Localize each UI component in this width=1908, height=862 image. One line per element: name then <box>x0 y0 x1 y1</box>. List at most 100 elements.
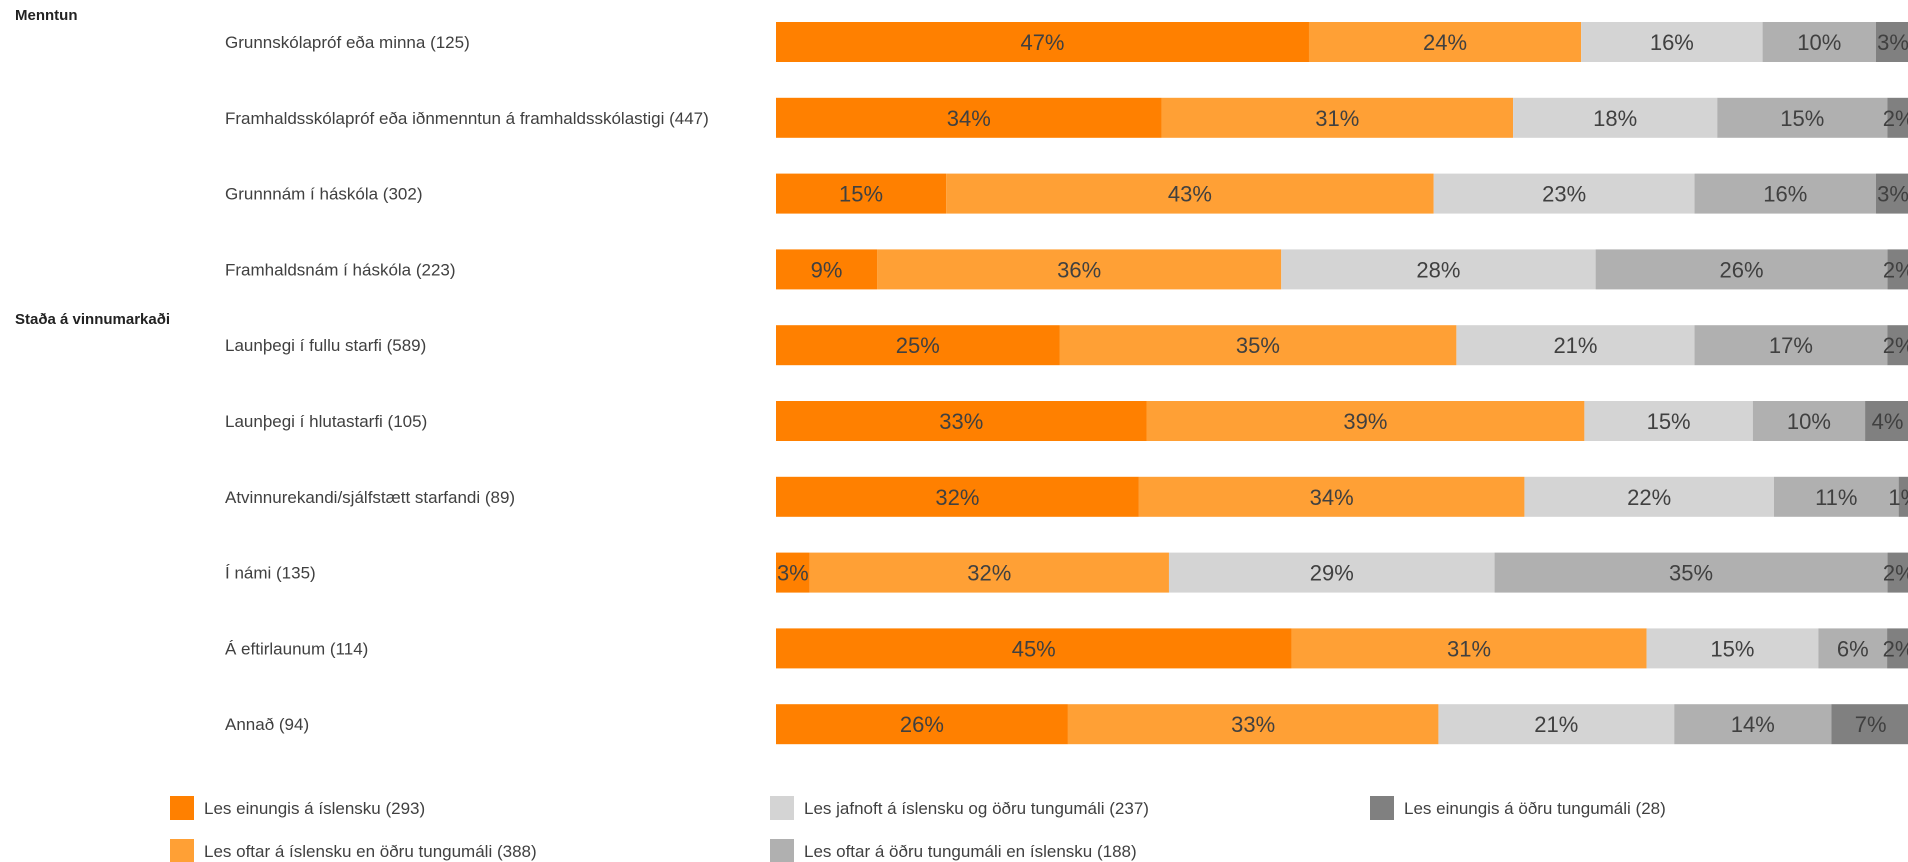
bar-segment <box>776 22 1309 62</box>
bar-segment <box>1646 628 1819 669</box>
bar-value-label: 2% <box>1883 333 1908 358</box>
bar-value-label: 2% <box>1883 636 1908 661</box>
group-label: Staða á vinnumarkaði <box>15 311 170 328</box>
bar-segment <box>776 97 1162 138</box>
bar-segment <box>776 704 1068 745</box>
bar-segment <box>1456 325 1695 366</box>
bar-segment <box>1146 401 1585 441</box>
row-label: Grunnskólapróf eða minna (125) <box>225 33 470 52</box>
bar-value-label: 28% <box>1416 257 1460 282</box>
bar-segment <box>1887 325 1908 366</box>
bar-segment <box>1067 704 1439 745</box>
bar-segment <box>1694 325 1888 366</box>
row-label: Annað (94) <box>225 715 309 734</box>
bar-value-label: 45% <box>1012 636 1056 661</box>
bar-value-label: 21% <box>1553 333 1597 358</box>
bar-value-label: 15% <box>1780 106 1824 131</box>
bar-value-label: 31% <box>1315 106 1359 131</box>
bar-segment <box>1773 476 1899 517</box>
legend-swatch <box>770 796 794 820</box>
bar-value-label: 7% <box>1855 712 1887 737</box>
bar-segment <box>1291 628 1647 669</box>
legend-label: Les einungis á öðru tungumáli (28) <box>1404 799 1666 818</box>
group-label: Menntun <box>15 7 77 24</box>
legend-label: Les oftar á öðru tungumáli en íslensku (… <box>804 842 1137 861</box>
bar-value-label: 3% <box>777 561 809 586</box>
bar-segment <box>1865 401 1908 441</box>
row-label: Launþegi í hlutastarfi (105) <box>225 412 427 431</box>
bar-segment <box>1717 97 1888 138</box>
bar-segment <box>1818 628 1888 669</box>
legend-label: Les einungis á íslensku (293) <box>204 799 425 818</box>
bar-value-label: 35% <box>1236 333 1280 358</box>
bar-value-label: 47% <box>1020 30 1064 55</box>
bar-value-label: 43% <box>1168 182 1212 207</box>
bar-segment <box>946 173 1434 214</box>
bar-segment <box>1595 249 1888 290</box>
bar-value-label: 3% <box>1877 30 1908 55</box>
bar-segment <box>1308 22 1582 62</box>
bar-segment <box>1168 552 1495 593</box>
bar-segment <box>1581 22 1763 62</box>
bar-value-label: 36% <box>1057 257 1101 282</box>
bar-value-label: 24% <box>1423 30 1467 55</box>
bar-segment <box>1887 97 1908 138</box>
bar-segment <box>1138 476 1525 517</box>
bar-segment <box>877 249 1282 290</box>
bar-value-label: 34% <box>1310 485 1354 510</box>
bar-segment <box>1898 476 1908 517</box>
bar-value-label: 15% <box>1647 409 1691 434</box>
bar-segment <box>1831 704 1908 745</box>
bar-segment <box>776 552 810 593</box>
bar-segment <box>1887 552 1908 593</box>
bar-value-label: 23% <box>1542 182 1586 207</box>
bar-segment <box>1875 173 1908 214</box>
bar-value-label: 26% <box>1720 257 1764 282</box>
bar-segment <box>1694 173 1876 214</box>
bar-segment <box>1059 325 1457 366</box>
bar-value-label: 2% <box>1883 561 1908 586</box>
bar-value-label: 10% <box>1797 30 1841 55</box>
bar-value-label: 15% <box>1710 636 1754 661</box>
bar-segment <box>809 552 1169 593</box>
bar-value-label: 32% <box>967 561 1011 586</box>
bar-value-label: 3% <box>1877 182 1908 207</box>
row-label: Launþegi í fullu starfi (589) <box>225 336 426 355</box>
row-label: Atvinnurekandi/sjálfstætt starfandi (89) <box>225 488 515 507</box>
row-label: Grunnnám í háskóla (302) <box>225 185 423 204</box>
bar-value-label: 4% <box>1872 409 1904 434</box>
bar-segment <box>1584 401 1753 441</box>
bar-value-label: 22% <box>1627 485 1671 510</box>
bar-value-label: 6% <box>1837 636 1869 661</box>
bar-value-label: 11% <box>1815 485 1857 510</box>
bar-value-label: 14% <box>1731 712 1775 737</box>
bar-value-label: 17% <box>1769 333 1813 358</box>
bar-value-label: 33% <box>939 409 983 434</box>
bar-value-label: 39% <box>1343 409 1387 434</box>
bar-value-label: 2% <box>1883 106 1908 131</box>
row-label: Í námi (135) <box>225 564 316 583</box>
bar-segment <box>1161 97 1514 138</box>
bar-value-label: 18% <box>1593 106 1637 131</box>
bar-value-label: 33% <box>1231 712 1275 737</box>
bar-segment <box>1887 249 1908 290</box>
bar-segment <box>776 249 878 290</box>
bar-segment <box>1762 22 1876 62</box>
bar-value-label: 35% <box>1669 561 1713 586</box>
bar-value-label: 15% <box>839 182 883 207</box>
bar-segment <box>1752 401 1866 441</box>
bar-value-label: 16% <box>1763 182 1807 207</box>
bar-value-label: 34% <box>947 106 991 131</box>
bar-value-label: 21% <box>1534 712 1578 737</box>
legend-swatch <box>170 839 194 862</box>
bar-segment <box>1438 704 1675 745</box>
bar-value-label: 9% <box>811 257 843 282</box>
bar-segment <box>776 401 1147 441</box>
bar-segment <box>1494 552 1888 593</box>
row-label: Framhaldsnám í háskóla (223) <box>225 260 456 279</box>
bar-segment <box>776 173 947 214</box>
bar-segment <box>1524 476 1774 517</box>
bar-value-label: 31% <box>1447 636 1491 661</box>
bar-value-label: 16% <box>1650 30 1694 55</box>
